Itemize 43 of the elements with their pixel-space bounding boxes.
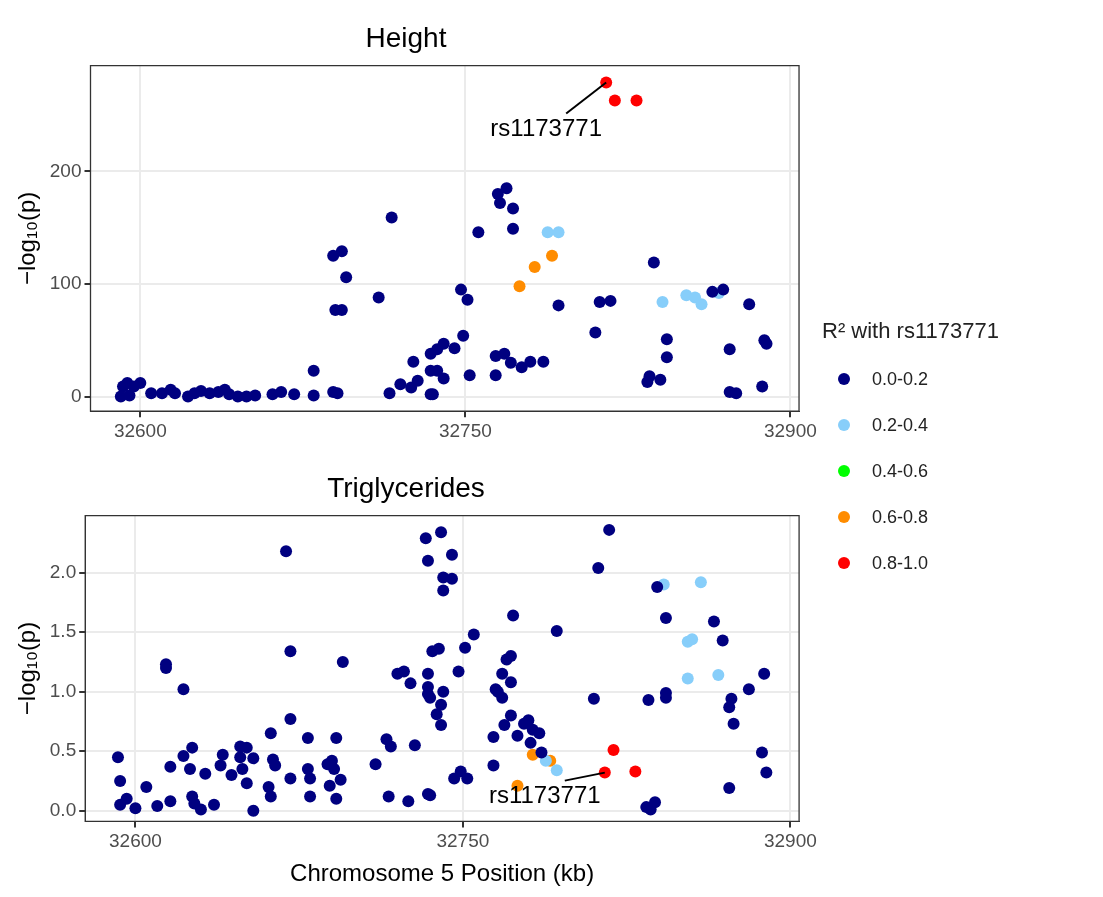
point — [528, 261, 541, 274]
point — [695, 298, 708, 311]
y-tick-label: 0.5 — [49, 739, 77, 761]
legend-title: R² with rs1173771 — [822, 318, 999, 344]
point — [550, 764, 563, 777]
point — [546, 249, 559, 262]
x-tick-label: 32900 — [763, 419, 817, 441]
x-tick-label: 32600 — [109, 830, 162, 852]
legend-label: 0.8-1.0 — [872, 552, 929, 574]
point — [541, 226, 554, 239]
x-tick-label: 32900 — [763, 830, 817, 852]
legend-label: 0.2-0.4 — [872, 414, 929, 436]
y-tick-label: 2.0 — [49, 560, 77, 582]
y-tick-label: 200 — [49, 159, 82, 181]
y-tick-label: 0.0 — [49, 798, 77, 820]
point — [607, 744, 620, 757]
point — [694, 576, 707, 589]
x-tick-label: 32600 — [113, 419, 167, 441]
point — [681, 672, 694, 685]
point — [712, 669, 725, 682]
y-tick-label: 100 — [49, 272, 82, 294]
annotation: rs1173771 — [490, 114, 603, 142]
x-axis-title: Chromosome 5 Position (kb) — [290, 859, 595, 887]
legend-label: 0.0-0.2 — [872, 368, 929, 390]
y-axis-title: −log₁₀(p) — [13, 621, 41, 716]
chart-title: Height — [365, 21, 447, 53]
y-tick-label: 1.5 — [49, 620, 77, 642]
legend-label: 0.6-0.8 — [872, 506, 929, 528]
point — [630, 94, 643, 107]
point — [608, 94, 621, 107]
point — [552, 226, 565, 239]
point — [686, 633, 699, 646]
point — [656, 296, 669, 308]
x-tick-label: 32750 — [438, 419, 492, 441]
y-axis-title: −log₁₀(p) — [13, 191, 41, 286]
x-tick-label: 32750 — [436, 830, 490, 852]
point — [513, 280, 526, 293]
y-tick-label: 1.0 — [49, 679, 77, 701]
annotation: rs1173771 — [488, 781, 601, 809]
legend-label: 0.4-0.6 — [872, 460, 929, 482]
point — [629, 765, 642, 778]
y-tick-label: 0 — [70, 384, 82, 406]
chart-title: Triglycerides — [327, 471, 485, 503]
